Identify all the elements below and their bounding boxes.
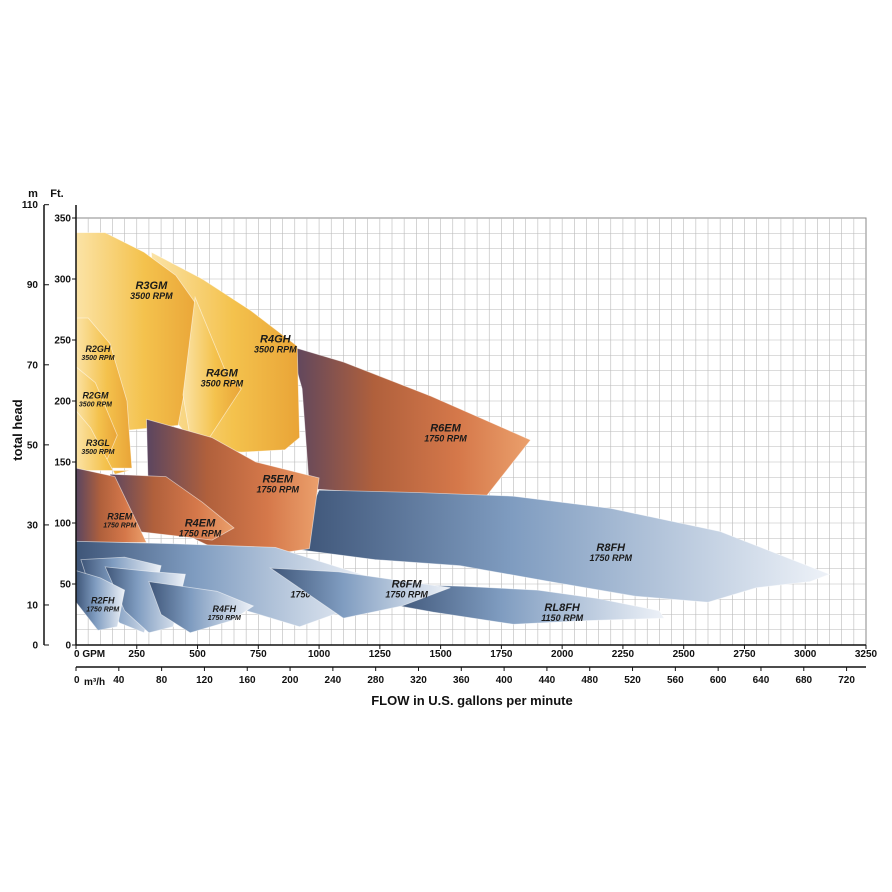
x-axis-gpm-tick-label: 250 [128, 649, 145, 660]
x-axis-gpm-tick-label: 3000 [794, 649, 817, 660]
x-axis-m3h-tick-label: 400 [496, 675, 513, 686]
y-axis-ft-tick-label: 250 [54, 336, 71, 347]
x-axis-m3h-tick-label: 520 [624, 675, 641, 686]
x-axis-m3h-tick-label: 200 [282, 675, 299, 686]
pump-rpm-r2gh: 3500 RPM [81, 355, 114, 362]
x-axis-m3h-tick-label: 640 [753, 675, 770, 686]
x-axis-label: FLOW in U.S. gallons per minute [371, 693, 573, 708]
x-axis-m3h-tick-label: 320 [410, 675, 427, 686]
y-axis-m-tick-label: 50 [27, 440, 39, 451]
pump-label-r3gl: R3GL [86, 438, 110, 448]
x-axis-m3h-tick-label: 80 [156, 675, 168, 686]
x-axis-gpm-tick-label: 2500 [673, 649, 696, 660]
pump-rpm-r4gh: 3500 RPM [254, 344, 297, 354]
x-axis-m3h-tick-label: 720 [838, 675, 855, 686]
y-axis-ft-unit: Ft. [50, 188, 63, 200]
x-axis-m3h-tick-label: 360 [453, 675, 470, 686]
x-axis-gpm-tick-label: 2750 [733, 649, 756, 660]
pump-rpm-r4em: 1750 RPM [179, 529, 222, 539]
x-axis-gpm-tick-label: 2250 [612, 649, 635, 660]
x-axis-gpm-tick-label: 1750 [490, 649, 513, 660]
pump-region-r8fh [299, 489, 831, 603]
pump-rpm-r3gl: 3500 RPM [81, 449, 114, 456]
pump-rpm-r8fh: 1750 RPM [590, 553, 633, 563]
y-axis-ft-tick-label: 200 [54, 397, 71, 408]
x-axis-gpm-tick-label: 3250 [855, 649, 878, 660]
y-axis-m-tick-label: 30 [27, 520, 39, 531]
x-axis-m3h-tick-label: 560 [667, 675, 684, 686]
y-axis-ft-tick-label: 300 [54, 275, 71, 286]
x-axis-m3h-tick-label: 40 [113, 675, 125, 686]
y-axis-m-unit: m [28, 188, 38, 200]
chart-axes: m01030507090110Ft.0501001502002503003500… [22, 188, 878, 688]
pump-rpm-r6fm: 1750 RPM [385, 590, 428, 600]
y-axis-ft-tick-label: 50 [60, 580, 72, 591]
pump-rpm-r3em: 1750 RPM [103, 522, 136, 529]
pump-rpm-r2gm: 3500 RPM [79, 402, 112, 409]
pump-label-r6em: R6EM [430, 423, 461, 435]
y-axis-m-tick-label: 70 [27, 360, 39, 371]
pump-rpm-r3gm: 3500 RPM [130, 291, 173, 301]
y-axis-m-tick-label: 90 [27, 280, 39, 291]
x-axis-m3h-tick-label: 160 [239, 675, 256, 686]
y-axis-ft-tick-label: 150 [54, 458, 71, 469]
x-axis-gpm-tick-label: 750 [250, 649, 267, 660]
pump-region-rl8fh [391, 583, 665, 625]
y-axis-ft-tick-label: 350 [54, 214, 71, 225]
y-axis-m-tick-label: 10 [27, 600, 39, 611]
pump-label-r5em: R5EM [262, 474, 293, 486]
y-axis-m-tick-label: 110 [22, 200, 39, 211]
x-axis-m3h-tick-label: 680 [795, 675, 812, 686]
y-axis-ft-tick-label: 0 [65, 641, 71, 652]
x-axis-m3h-unit: m³/h [84, 677, 105, 688]
x-axis-m3h-tick-label: 240 [325, 675, 342, 686]
pump-label-r4gh: R4GH [260, 333, 292, 345]
pump-label-r3em: R3EM [107, 511, 133, 521]
pump-label-r2fh: R2FH [91, 596, 115, 606]
pump-label-r2gm: R2GM [82, 391, 109, 401]
x-axis-gpm-tick-label: 500 [189, 649, 206, 660]
pump-rpm-r2fh: 1750 RPM [86, 607, 119, 614]
x-axis-m3h-tick-label: 480 [581, 675, 598, 686]
pump-label-r4em: R4EM [185, 518, 216, 530]
x-axis-m3h-tick-label: 120 [196, 675, 213, 686]
x-axis-m3h-tick-label: 280 [367, 675, 384, 686]
pump-rpm-r4gm: 3500 RPM [201, 379, 244, 389]
x-axis-gpm-tick-label: 1500 [429, 649, 452, 660]
y-axis-m-tick-label: 0 [32, 641, 38, 652]
pump-label-r4fh: R4FH [213, 604, 237, 614]
y-axis-ft-tick-label: 100 [54, 519, 71, 530]
y-axis-label: total head [10, 399, 25, 460]
pump-rpm-r4fh: 1750 RPM [208, 615, 241, 622]
pump-label-r4gm: R4GM [206, 368, 239, 380]
x-axis-m3h-tick-label: 600 [710, 675, 727, 686]
x-axis-gpm-tick-label: 2000 [551, 649, 574, 660]
pump-label-r8fh: R8FH [596, 542, 626, 554]
pump-label-rl8fh: RL8FH [544, 602, 581, 614]
x-axis-m3h-tick-label: 440 [539, 675, 556, 686]
x-axis-gpm-tick-label: 1250 [369, 649, 392, 660]
pump-rpm-r6em: 1750 RPM [424, 434, 467, 444]
pump-label-r3gm: R3GM [135, 280, 168, 292]
x-axis-gpm-tick-label: 0 GPM [74, 649, 105, 660]
pump-region-r6fm [269, 567, 451, 619]
pump-region-r4fh [148, 581, 255, 634]
pump-rpm-r5em: 1750 RPM [256, 485, 299, 495]
x-axis-gpm-tick-label: 1000 [308, 649, 331, 660]
pump-label-r6fm: R6FM [392, 579, 423, 591]
pump-label-r2gh: R2GH [85, 344, 111, 354]
pump-rpm-rl8fh: 1150 RPM [541, 613, 583, 623]
x-axis-m3h-tick-label: 0 [74, 675, 80, 686]
